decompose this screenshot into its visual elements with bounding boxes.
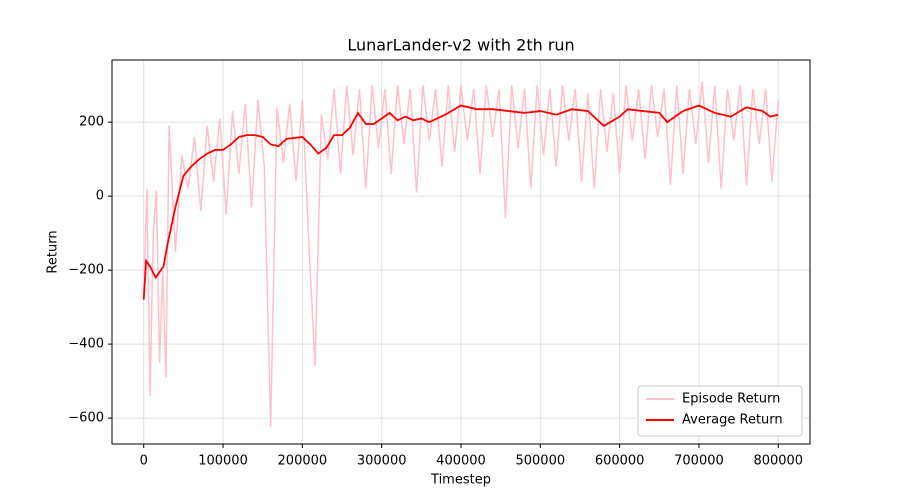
x-tick-label: 300000 [357,454,407,469]
y-tick-label: −400 [68,337,104,352]
x-tick-label: 400000 [436,454,486,469]
y-tick-label: 0 [96,189,104,204]
legend: Episode Return Average Return [637,385,803,437]
y-tick-label: 200 [79,115,104,130]
x-tick-label: 800000 [753,454,803,469]
x-tick-label: 200000 [278,454,328,469]
x-tick-label: 500000 [515,454,565,469]
x-tick-label: 100000 [198,454,248,469]
y-axis-label: Return [46,230,61,273]
x-axis-label: Timestep [430,473,491,488]
legend-label: Average Return [682,413,783,428]
x-tick-label: 700000 [674,454,724,469]
axes: 0 100000 200000 300000 400000 500000 600000 700… [68,115,803,469]
x-tick-label: 0 [140,454,148,469]
chart-title: LunarLander-v2 with 2th run [347,36,574,55]
x-tick-label: 600000 [595,454,645,469]
legend-label: Episode Return [682,392,780,407]
y-tick-label: −200 [68,263,104,278]
legend-box [637,385,803,437]
series-line [142,104,779,300]
plot [142,81,780,428]
y-tick-label: −600 [68,411,104,426]
series-line [142,81,780,428]
